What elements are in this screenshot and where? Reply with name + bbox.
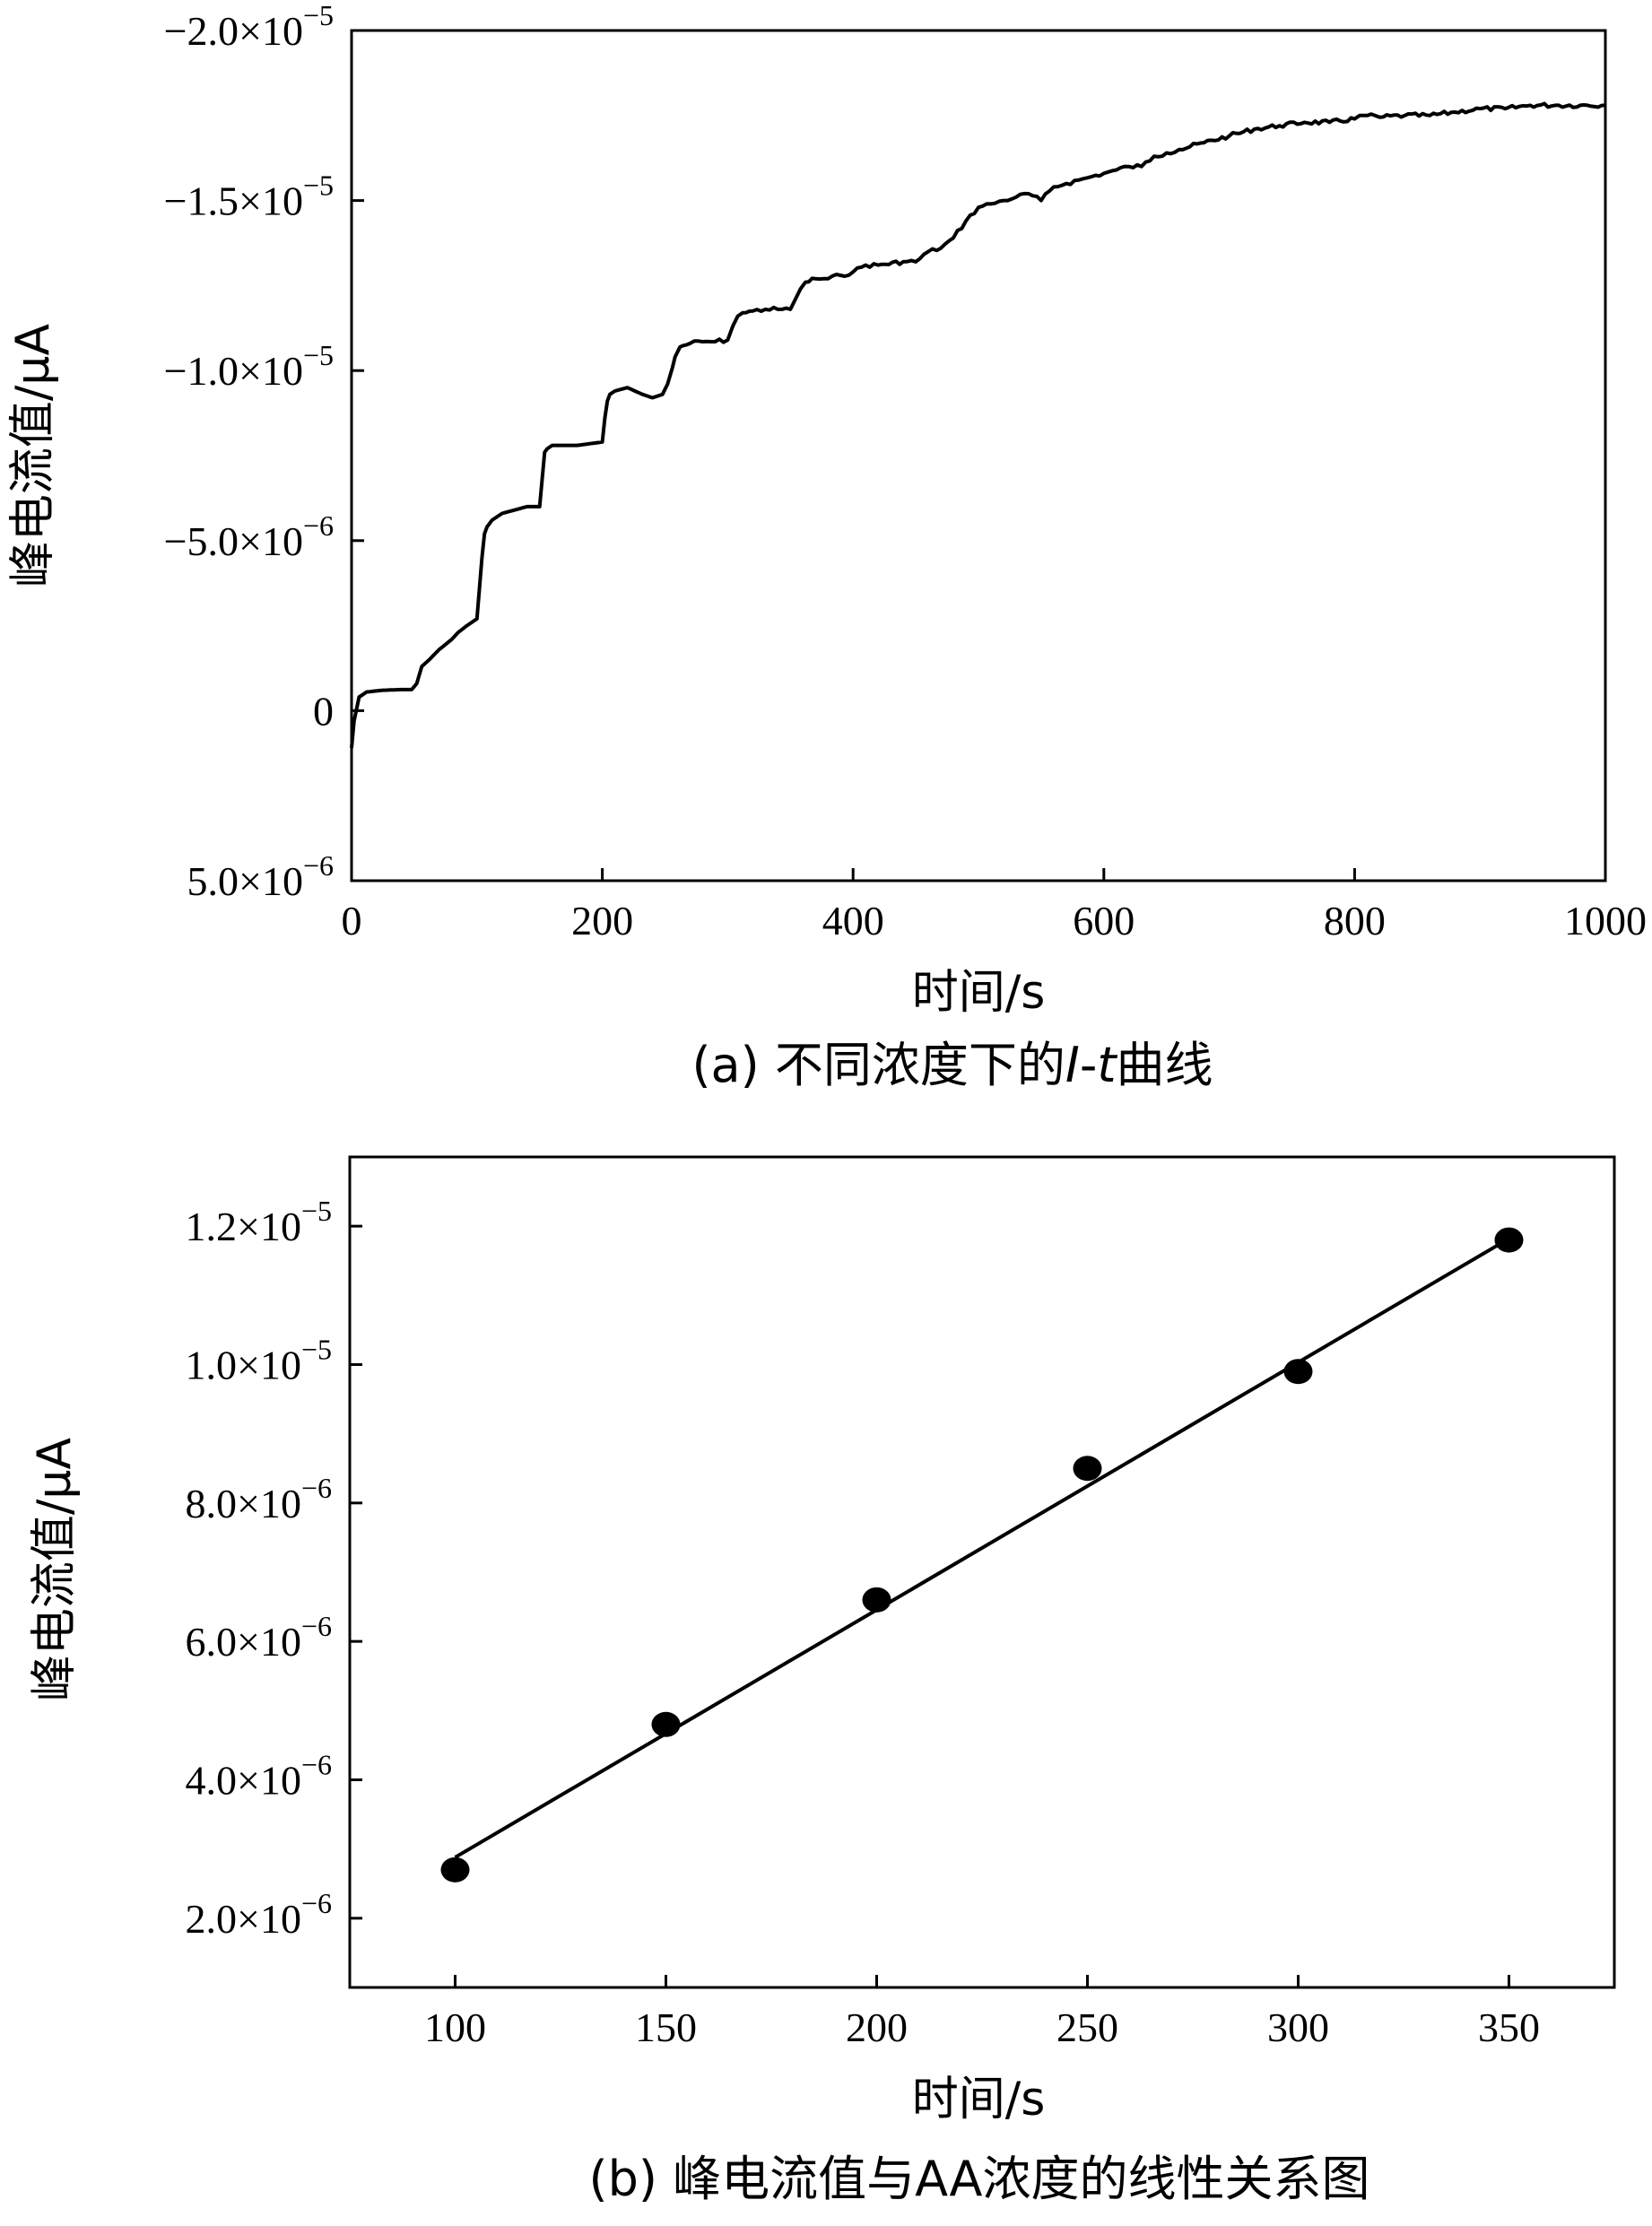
chart-b-x-tick-label: 300 (1267, 2004, 1329, 2050)
chart-a-y-axis: −2.0×10−5 −1.5×10−5 −1.0×10−5 −5.0×10−6 0 5.0… (164, 0, 364, 904)
chart-b-frame (348, 1155, 1616, 1989)
chart-a-y-axis-title: 峰电流值/μA (6, 323, 60, 587)
chart-a-y-tick-label: 5.0×10−6 (187, 849, 335, 904)
chart-b-caption: (b) 峰电流值与AA浓度的线性关系图 (589, 2151, 1370, 2207)
chart-a-x-tick-label: 0 (342, 898, 362, 943)
chart-a-series-line (350, 101, 1606, 749)
chart-b-y-tick-label: 2.0×10−6 (186, 1887, 333, 1942)
chart-b-x-axis-title: 时间/s (912, 2073, 1046, 2126)
chart-a-x-tick-label: 200 (571, 898, 633, 943)
chart-a-x-axis: 0 200 400 600 800 1000 (342, 868, 1647, 943)
chart-b-y-axis-title: 峰电流值/μA (28, 1437, 82, 1701)
chart-b-y-tick-label: 8.0×10−6 (186, 1472, 333, 1526)
chart-b: 100 150 200 250 300 350 2.0×10−6 4.0×10−6 6.0×1… (28, 1155, 1616, 2207)
chart-b-data-point (862, 1587, 891, 1613)
chart-a-frame (350, 29, 1607, 883)
chart-a-caption: (a) 不同浓度下的I-t曲线 (691, 1037, 1213, 1093)
chart-b-x-tick-label: 200 (846, 2004, 908, 2050)
chart-b-data-point (651, 1711, 681, 1737)
chart-b-y-tick-label: 4.0×10−6 (186, 1749, 333, 1804)
chart-b-y-tick-label: 1.2×10−5 (186, 1195, 333, 1249)
chart-b-y-tick-label: 6.0×10−6 (186, 1610, 333, 1665)
chart-a-x-tick-label: 400 (822, 898, 884, 943)
chart-b-data-point (1073, 1456, 1102, 1482)
chart-b-x-tick-label: 250 (1056, 2004, 1118, 2050)
chart-b-x-tick-label: 100 (424, 2004, 486, 2050)
chart-a: 0 200 400 600 800 1000 −2.0×10−5 −1.5×10−5 −1.0… (6, 0, 1647, 1093)
chart-a-x-axis-title: 时间/s (912, 966, 1046, 1020)
chart-a-y-tick-label: −1.0×10−5 (164, 339, 334, 394)
chart-b-x-tick-label: 350 (1478, 2004, 1540, 2050)
chart-b-y-axis: 2.0×10−6 4.0×10−6 6.0×10−6 8.0×10−6 1.0×10−5… (186, 1195, 362, 1942)
chart-a-x-tick-label: 600 (1073, 898, 1135, 943)
chart-a-x-tick-label: 1000 (1564, 898, 1647, 943)
chart-a-y-tick-label: −5.0×10−6 (164, 509, 334, 564)
chart-b-x-axis: 100 150 200 250 300 350 (424, 1975, 1540, 2050)
chart-b-data-point (1283, 1359, 1313, 1385)
chart-b-x-tick-label: 150 (635, 2004, 697, 2050)
chart-a-y-tick-label: −2.0×10−5 (164, 0, 334, 54)
chart-b-fit-line (454, 1237, 1510, 1859)
chart-b-data-point (1494, 1227, 1524, 1253)
chart-a-y-tick-label: 0 (313, 688, 334, 734)
chart-a-x-tick-label: 800 (1324, 898, 1386, 943)
chart-b-points (440, 1227, 1524, 1883)
chart-a-y-tick-label: −1.5×10−5 (164, 170, 334, 224)
chart-b-data-point (440, 1856, 470, 1883)
chart-b-y-tick-label: 1.0×10−5 (186, 1334, 333, 1388)
